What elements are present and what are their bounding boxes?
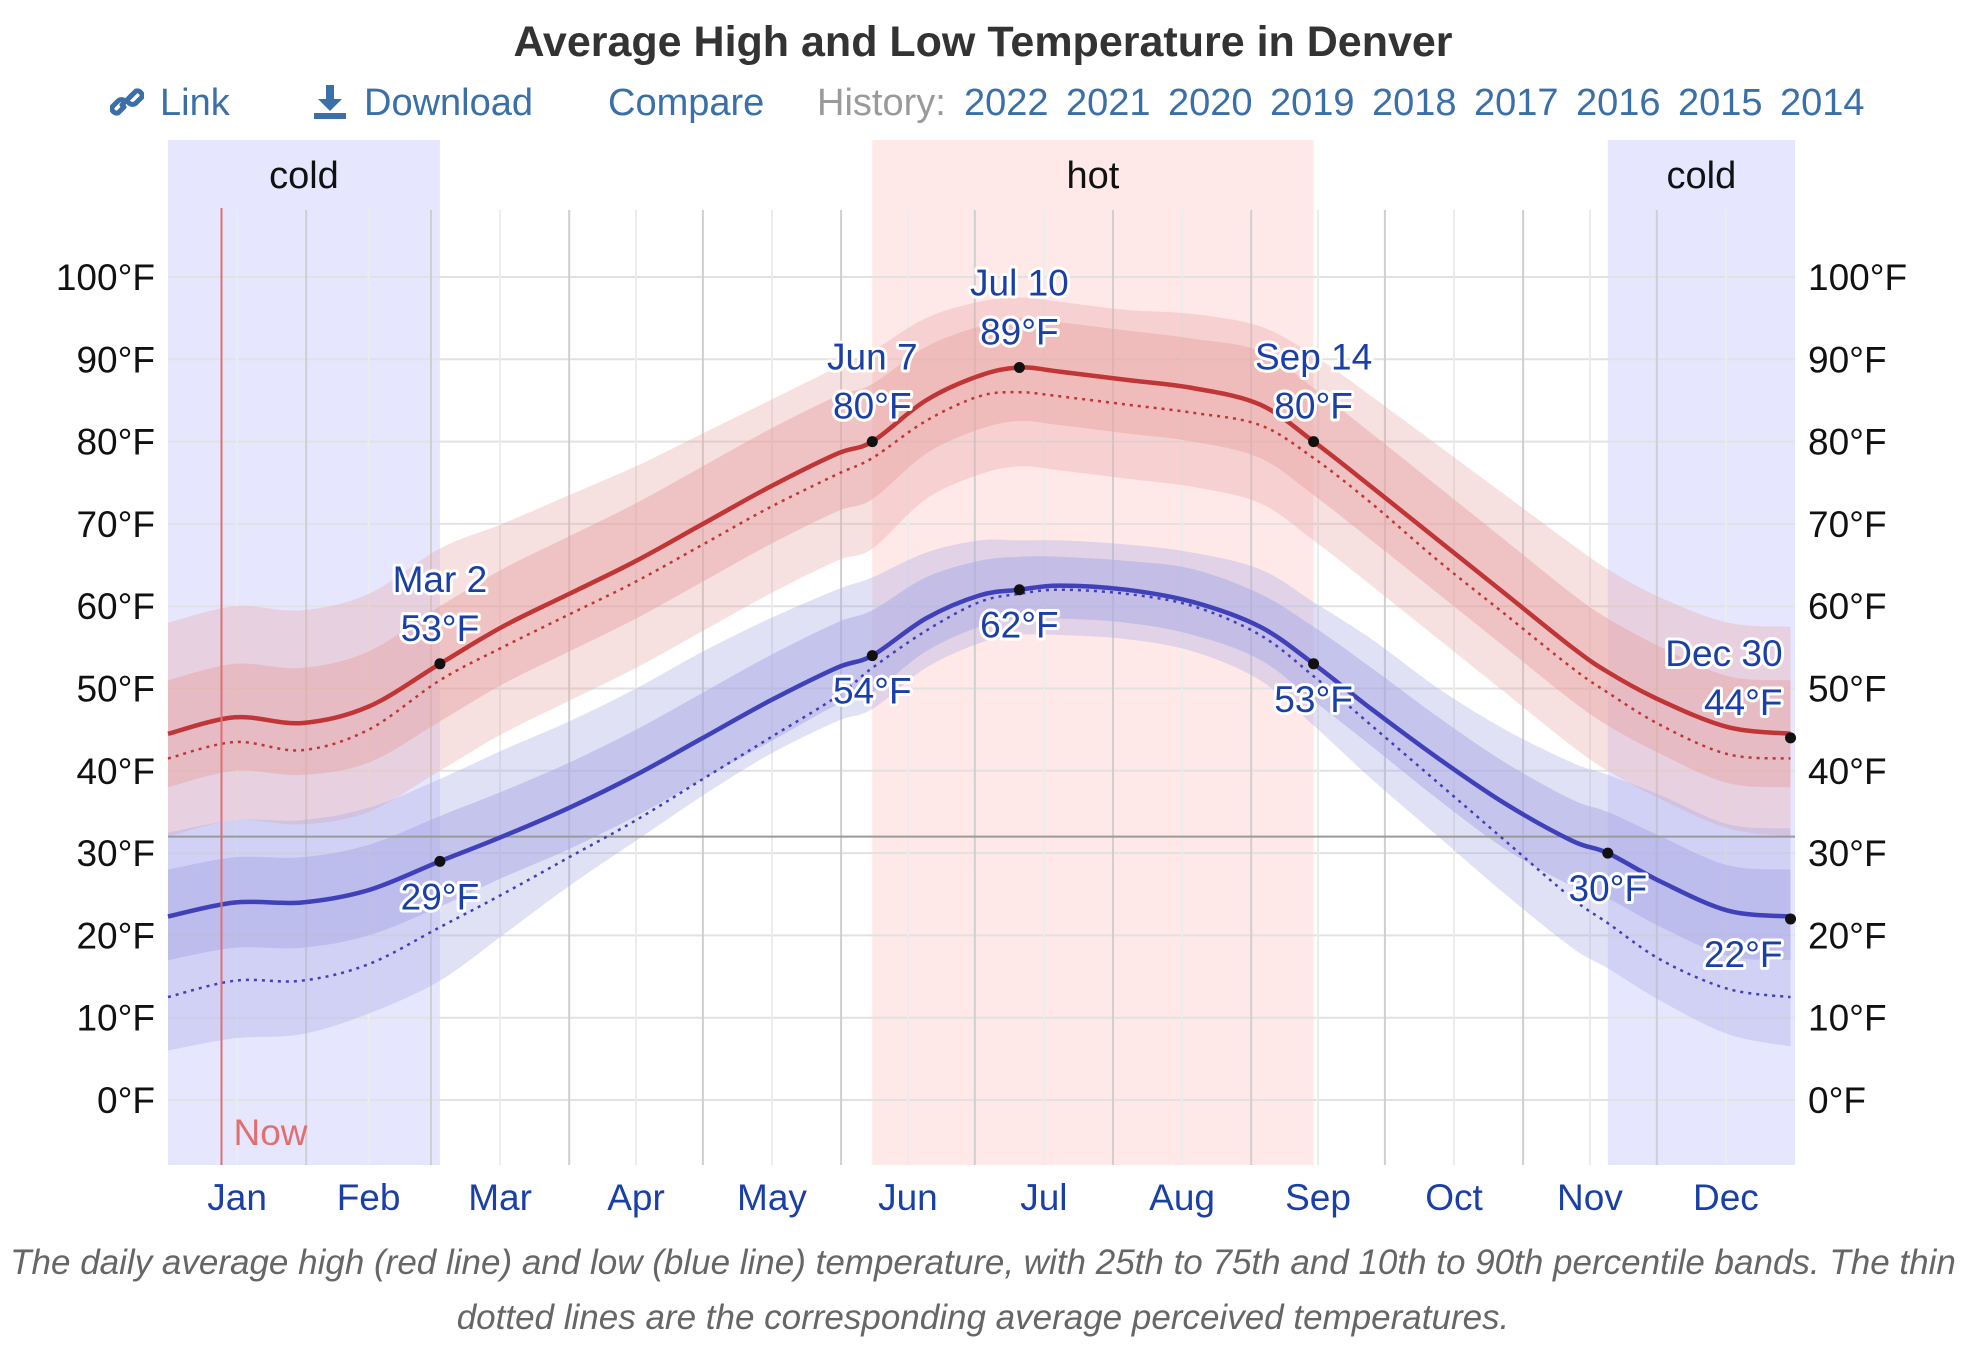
y-tick-right-60: 60°F — [1808, 586, 1887, 627]
history-year-2022[interactable]: 2022 — [964, 82, 1049, 124]
high-marker-0 — [434, 658, 446, 670]
y-tick-left-40: 40°F — [76, 751, 155, 792]
download-icon — [314, 85, 346, 119]
high-annotation-value-4: 44°F — [1704, 682, 1783, 723]
y-tick-right-30: 30°F — [1808, 833, 1887, 874]
low-average-line — [167, 583, 1791, 919]
link-button[interactable]: Link — [110, 82, 230, 125]
low-annotation-value-6: 54°F — [833, 671, 912, 712]
x-tick-jan: Jan — [207, 1177, 267, 1218]
link-label: Link — [160, 82, 230, 124]
low-annotation-value-5: 29°F — [401, 876, 480, 917]
history-year-2014[interactable]: 2014 — [1780, 82, 1865, 124]
low-marker-8 — [1308, 658, 1320, 670]
link-icon — [110, 88, 144, 116]
low-marker-9 — [1602, 847, 1614, 859]
y-tick-right-100: 100°F — [1808, 257, 1907, 298]
y-tick-left-80: 80°F — [76, 422, 155, 463]
low-annotation-value-9: 30°F — [1569, 868, 1648, 909]
y-tick-right-70: 70°F — [1808, 504, 1887, 545]
history-year-2015[interactable]: 2015 — [1678, 82, 1763, 124]
history-year-2017[interactable]: 2017 — [1474, 82, 1559, 124]
history-year-2020[interactable]: 2020 — [1168, 82, 1253, 124]
history-year-2016[interactable]: 2016 — [1576, 82, 1661, 124]
low-annotation-value-7: 62°F — [980, 605, 1059, 646]
y-tick-left-70: 70°F — [76, 504, 155, 545]
x-tick-jun: Jun — [878, 1177, 938, 1218]
chart-title: Average High and Low Temperature in Denv… — [513, 18, 1453, 66]
season-label-cold-0: cold — [269, 155, 339, 197]
low-marker-5 — [434, 855, 446, 867]
y-tick-left-0: 0°F — [97, 1080, 155, 1121]
y-tick-left-60: 60°F — [76, 586, 155, 627]
high-marker-2 — [1013, 362, 1025, 374]
y-tick-left-50: 50°F — [76, 669, 155, 710]
high-band-25-75 — [168, 318, 1791, 788]
x-tick-apr: Apr — [607, 1177, 665, 1218]
low-band-25-75 — [168, 556, 1791, 961]
download-button[interactable]: Download — [312, 82, 533, 125]
high-annotation-value-0: 53°F — [401, 608, 480, 649]
season-label-hot-1: hot — [1067, 155, 1120, 197]
high-marker-4 — [1785, 732, 1797, 744]
x-tick-oct: Oct — [1425, 1177, 1483, 1218]
compare-button[interactable]: Compare — [608, 82, 765, 124]
y-tick-right-10: 10°F — [1808, 998, 1887, 1039]
high-annotation-value-2: 89°F — [980, 312, 1059, 353]
low-band-10-90 — [168, 539, 1791, 1051]
y-tick-right-40: 40°F — [1808, 751, 1887, 792]
high-annotation-date-3: Sep 14 — [1255, 337, 1372, 378]
high-average-line — [167, 365, 1791, 737]
x-tick-feb: Feb — [337, 1177, 401, 1218]
high-marker-3 — [1308, 436, 1320, 448]
y-tick-right-20: 20°F — [1808, 915, 1887, 956]
low-marker-6 — [866, 650, 878, 662]
x-tick-mar: Mar — [468, 1177, 532, 1218]
x-tick-may: May — [737, 1177, 807, 1218]
now-label: Now — [233, 1112, 307, 1153]
y-tick-left-30: 30°F — [76, 833, 155, 874]
high-annotation-value-3: 80°F — [1274, 386, 1353, 427]
x-tick-sep: Sep — [1285, 1177, 1351, 1218]
high-marker-1 — [866, 436, 878, 448]
high-annotation-date-0: Mar 2 — [393, 559, 488, 600]
y-tick-right-90: 90°F — [1808, 339, 1887, 380]
history-year-2019[interactable]: 2019 — [1270, 82, 1355, 124]
low-annotation-value-8: 53°F — [1274, 679, 1353, 720]
high-annotation-date-2: Jul 10 — [970, 263, 1069, 304]
low-marker-10 — [1785, 913, 1797, 925]
x-tick-aug: Aug — [1149, 1177, 1215, 1218]
season-label-cold-2: cold — [1667, 155, 1737, 197]
y-tick-left-10: 10°F — [76, 998, 155, 1039]
y-tick-left-20: 20°F — [76, 915, 155, 956]
low-annotation-value-10: 22°F — [1704, 934, 1783, 975]
history-year-2021[interactable]: 2021 — [1066, 82, 1151, 124]
history-year-2018[interactable]: 2018 — [1372, 82, 1457, 124]
x-tick-dec: Dec — [1693, 1177, 1759, 1218]
chart-caption: The daily average high (red line) and lo… — [10, 1243, 1956, 1337]
toolbar: Link Download Compare History: 2022 2021… — [0, 82, 1966, 138]
temperature-chart: cold hot cold 0°F 0°F 10°F 10°F 20°F 20°F 30°F 30°… — [56, 140, 1907, 1218]
low-marker-7 — [1013, 584, 1025, 596]
y-tick-right-0: 0°F — [1808, 1080, 1866, 1121]
y-tick-left-90: 90°F — [76, 339, 155, 380]
y-tick-left-100: 100°F — [56, 257, 155, 298]
x-tick-nov: Nov — [1557, 1177, 1623, 1218]
high-annotation-value-1: 80°F — [833, 386, 912, 427]
y-tick-right-80: 80°F — [1808, 422, 1887, 463]
download-label: Download — [364, 82, 533, 124]
high-annotation-date-1: Jun 7 — [827, 337, 918, 378]
season-band-hot-1 — [872, 140, 1314, 1165]
y-tick-right-50: 50°F — [1808, 669, 1887, 710]
high-band-10-90 — [168, 297, 1791, 837]
x-tick-jul: Jul — [1020, 1177, 1067, 1218]
history-label: History: — [817, 82, 946, 124]
high-annotation-date-4: Dec 30 — [1665, 633, 1782, 674]
